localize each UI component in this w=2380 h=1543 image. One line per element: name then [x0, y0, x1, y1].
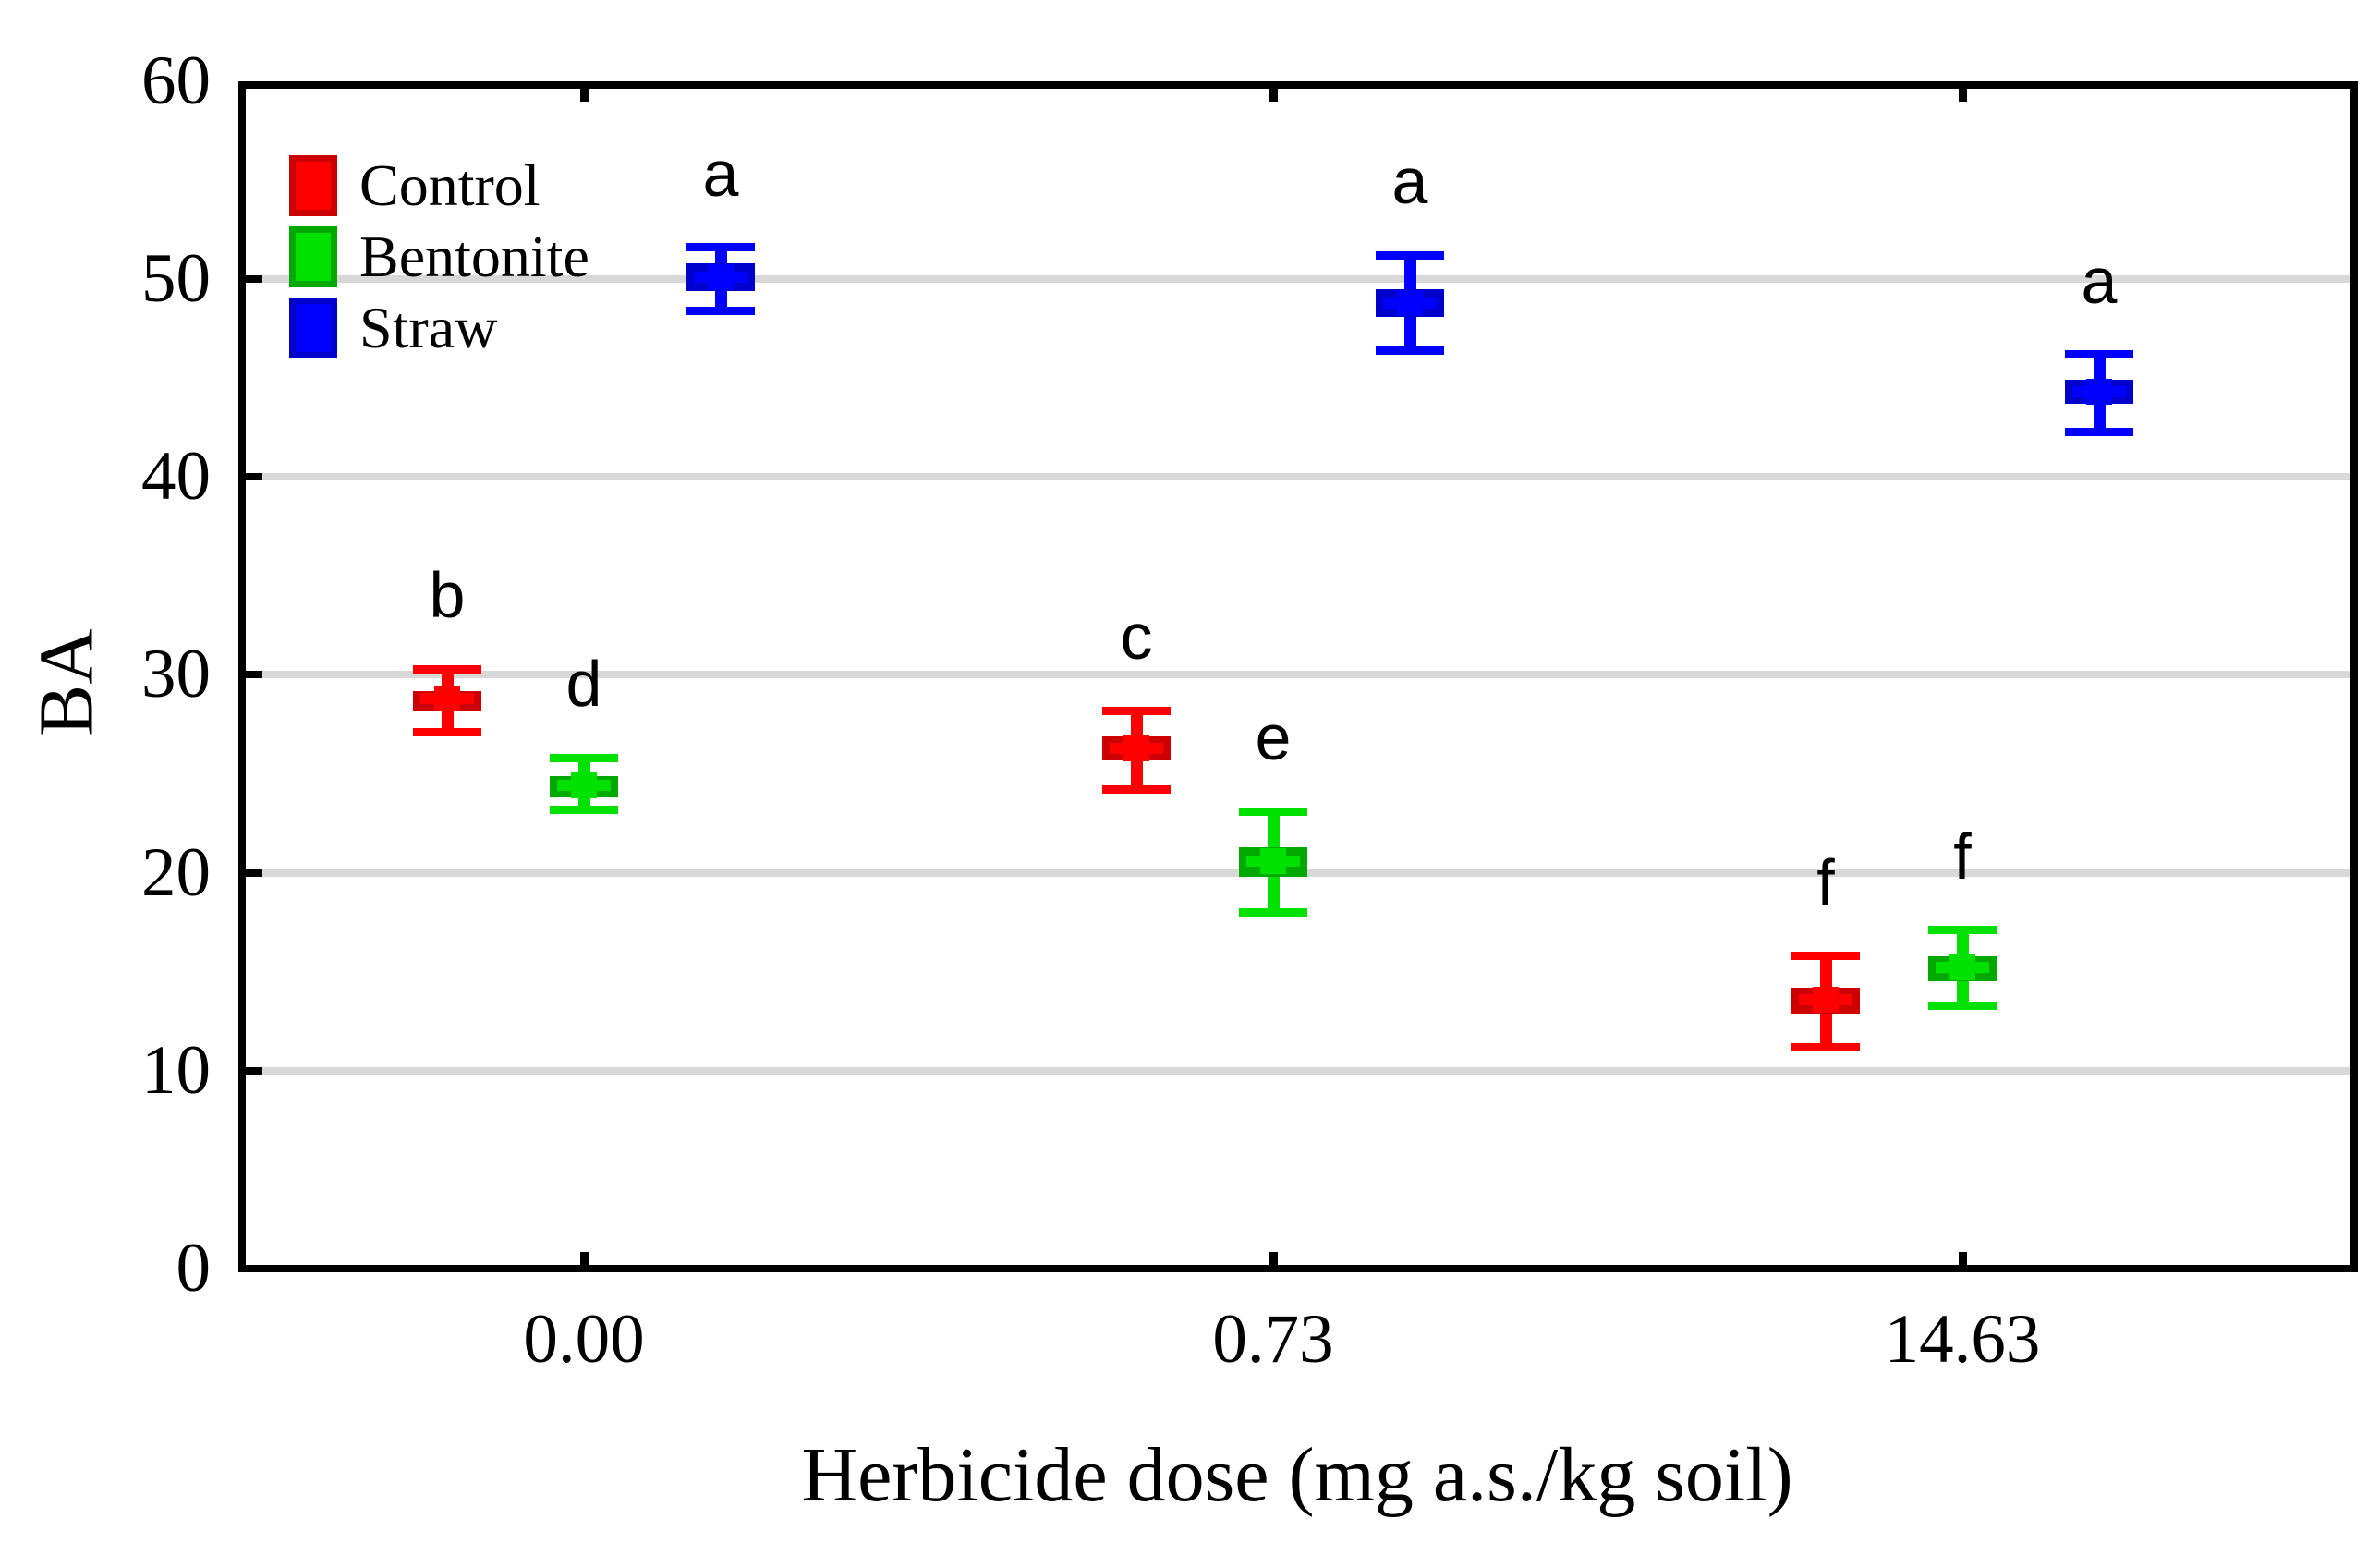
- y-tick-label-20: 20: [141, 833, 211, 911]
- y-tick-label-60: 60: [141, 42, 211, 119]
- plot-frame: [238, 81, 2358, 1272]
- whisker-cap-bottom-control-0.00: [413, 728, 481, 737]
- legend-swatch-control: [289, 155, 337, 216]
- x-axis-title: Herbicide dose (mg a.s./kg soil): [801, 1432, 1793, 1518]
- y-tick-label-50: 50: [141, 240, 211, 318]
- whisker-cap-top-control-0.00: [413, 664, 481, 674]
- whisker-cap-bottom-control-0.73: [1102, 785, 1171, 795]
- gridline-y40: [246, 473, 2350, 481]
- y-tick-30: [246, 671, 262, 679]
- sig-letter-control-14.63: f: [1816, 845, 1835, 918]
- center-marker-straw-0.00: [708, 264, 734, 290]
- x-tick-label-0.00: 0.00: [523, 1301, 645, 1378]
- x-tick-bottom-14.63: [1959, 1252, 1967, 1265]
- center-marker-control-0.00: [434, 686, 460, 712]
- whisker-cap-top-straw-0.73: [1376, 250, 1444, 260]
- sig-letter-bentonite-14.63: f: [1953, 820, 1972, 893]
- gridline-y30: [246, 671, 2350, 679]
- sig-letter-bentonite-0.73: e: [1255, 701, 1292, 774]
- whisker-cap-top-bentonite-0.73: [1239, 807, 1307, 816]
- x-tick-bottom-0.00: [580, 1252, 589, 1265]
- y-axis-title: BA: [23, 628, 110, 736]
- whisker-cap-bottom-straw-0.00: [686, 306, 755, 315]
- y-tick-40: [246, 473, 262, 481]
- center-marker-straw-14.63: [2086, 379, 2112, 406]
- whisker-cap-bottom-control-14.63: [1791, 1042, 1860, 1051]
- whisker-cap-bottom-bentonite-14.63: [1928, 1001, 1997, 1010]
- whisker-cap-top-straw-0.00: [686, 243, 755, 252]
- y-tick-50: [246, 275, 262, 284]
- gridline-y10: [246, 1066, 2350, 1075]
- whisker-cap-top-bentonite-0.00: [550, 753, 618, 762]
- legend-swatch-bentonite: [289, 226, 337, 287]
- y-tick-label-0: 0: [176, 1230, 212, 1306]
- x-tick-label-0.73: 0.73: [1212, 1301, 1334, 1378]
- y-tick-label-30: 30: [141, 636, 211, 713]
- sig-letter-straw-14.63: a: [2081, 244, 2118, 317]
- center-marker-control-0.73: [1123, 735, 1149, 761]
- center-marker-bentonite-0.73: [1260, 847, 1286, 874]
- whisker-cap-bottom-straw-0.73: [1376, 346, 1444, 355]
- whisker-cap-bottom-bentonite-0.00: [550, 805, 618, 814]
- sig-letter-control-0.00: b: [429, 559, 466, 632]
- legend-label-straw: Straw: [359, 295, 498, 360]
- legend-label-control: Control: [359, 152, 540, 218]
- legend-row-straw: Straw: [289, 298, 677, 358]
- center-marker-straw-0.73: [1397, 289, 1423, 316]
- legend-label-bentonite: Bentonite: [359, 224, 589, 289]
- legend-row-bentonite: Bentonite: [289, 226, 677, 287]
- x-tick-top-0.73: [1269, 89, 1278, 102]
- center-marker-bentonite-14.63: [1949, 954, 1975, 981]
- whisker-cap-top-control-14.63: [1791, 952, 1860, 961]
- y-tick-10: [246, 1066, 262, 1075]
- whisker-cap-top-bentonite-14.63: [1928, 926, 1997, 935]
- whisker-cap-top-control-0.73: [1102, 706, 1171, 715]
- whisker-cap-bottom-straw-14.63: [2065, 427, 2133, 436]
- center-marker-control-14.63: [1813, 986, 1839, 1013]
- x-tick-bottom-0.73: [1269, 1252, 1278, 1265]
- y-tick-20: [246, 869, 262, 877]
- x-tick-top-0.00: [580, 89, 589, 102]
- sig-letter-straw-0.00: a: [702, 137, 739, 210]
- legend-row-control: Control: [289, 155, 677, 216]
- sig-letter-control-0.73: c: [1120, 601, 1153, 674]
- y-tick-label-40: 40: [141, 438, 211, 516]
- center-marker-bentonite-0.00: [571, 772, 597, 799]
- whisker-cap-bottom-bentonite-0.73: [1239, 907, 1307, 917]
- x-tick-top-14.63: [1959, 89, 1967, 102]
- x-tick-label-14.63: 14.63: [1884, 1301, 2041, 1378]
- gridline-y50: [246, 275, 2350, 284]
- whisker-cap-top-straw-14.63: [2065, 350, 2133, 359]
- sig-letter-bentonite-0.00: d: [565, 648, 602, 721]
- legend-swatch-straw: [289, 298, 337, 358]
- y-tick-label-10: 10: [141, 1031, 211, 1109]
- sig-letter-straw-0.73: a: [1391, 145, 1428, 218]
